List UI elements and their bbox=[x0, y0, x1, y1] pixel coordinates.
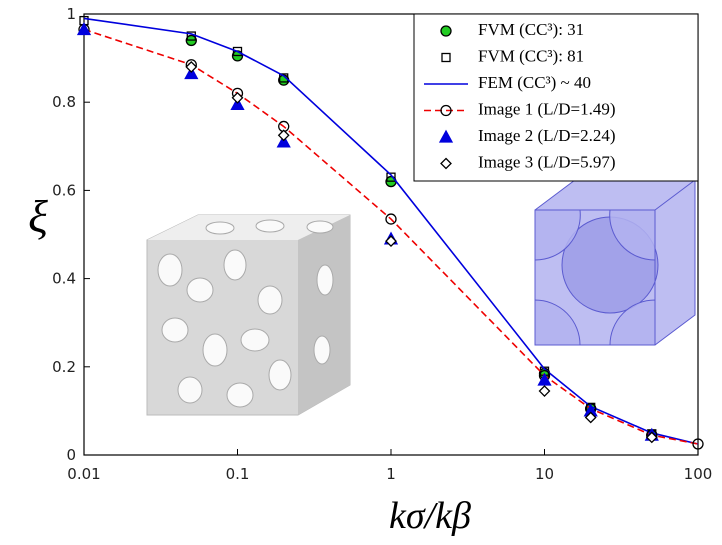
legend-label: Image 2 (L/D=2.24) bbox=[478, 126, 616, 145]
y-tick-label: 0 bbox=[66, 446, 76, 464]
point bbox=[231, 91, 244, 104]
point bbox=[385, 213, 397, 225]
x-tick-label: 10 bbox=[535, 465, 554, 483]
x-tick-label: 0.1 bbox=[226, 465, 250, 483]
point bbox=[276, 134, 291, 148]
point bbox=[438, 129, 454, 143]
series-line bbox=[83, 28, 699, 445]
point bbox=[441, 52, 451, 63]
x-tick-label: 100 bbox=[684, 465, 713, 483]
point bbox=[185, 61, 198, 73]
y-tick-label: 0.4 bbox=[52, 270, 76, 288]
legend-label: FVM (CC³): 31 bbox=[478, 20, 584, 39]
point bbox=[279, 73, 289, 83]
x-tick-label: 0.01 bbox=[67, 465, 100, 483]
y-tick-label: 1 bbox=[66, 5, 76, 23]
inset-particle-cube bbox=[146, 214, 351, 416]
x-axis-label: kσ/kβ bbox=[389, 495, 471, 537]
y-tick-label: 0.8 bbox=[52, 93, 76, 111]
x-tick-label: 1 bbox=[386, 465, 396, 483]
point bbox=[76, 22, 92, 36]
y-tick-label: 0.2 bbox=[52, 358, 76, 376]
point bbox=[385, 235, 397, 248]
point bbox=[386, 172, 396, 182]
point bbox=[538, 385, 551, 397]
y-axis-label: ξ bbox=[28, 191, 48, 242]
legend-label: FVM (CC³): 81 bbox=[478, 46, 584, 65]
y-tick-label: 0.6 bbox=[52, 181, 76, 199]
legend-box bbox=[413, 13, 699, 182]
series-line bbox=[83, 17, 699, 445]
point bbox=[440, 25, 452, 37]
point bbox=[692, 438, 704, 450]
point bbox=[440, 157, 452, 170]
legend-label: Image 3 (L/D=5.97) bbox=[478, 152, 616, 171]
point bbox=[645, 431, 658, 444]
point bbox=[440, 104, 452, 117]
point bbox=[537, 372, 552, 386]
point bbox=[230, 97, 245, 111]
point bbox=[584, 411, 597, 424]
legend-label: FEM (CC³) ~ 40 bbox=[478, 73, 591, 92]
point bbox=[232, 46, 243, 57]
point bbox=[184, 66, 199, 80]
legend-label: Image 1 (L/D=1.49) bbox=[478, 99, 616, 118]
inset-unit-cell bbox=[534, 179, 696, 346]
point bbox=[277, 129, 290, 142]
